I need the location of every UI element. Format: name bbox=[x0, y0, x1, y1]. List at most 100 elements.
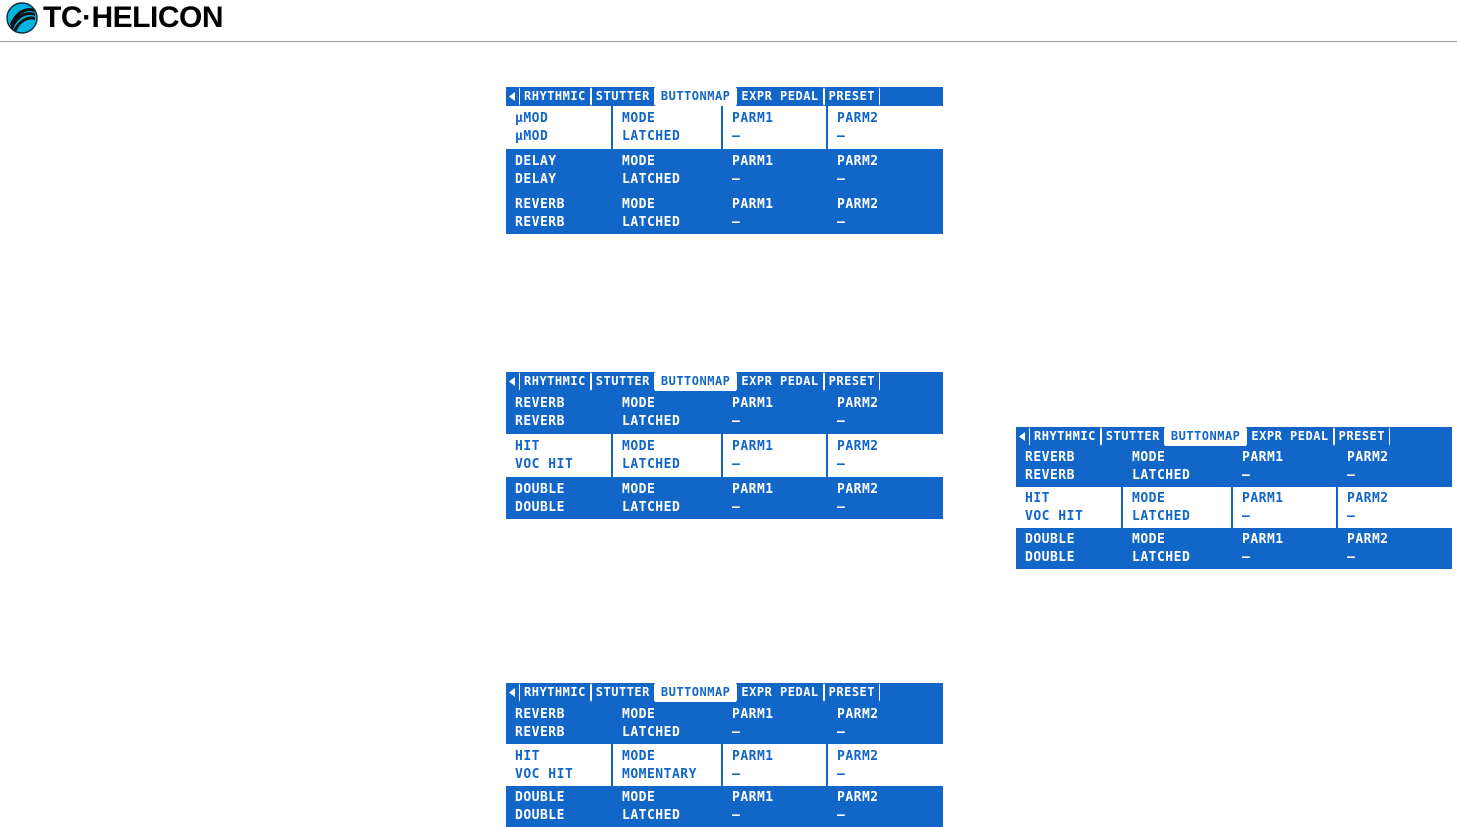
tab-preset[interactable]: PRESET bbox=[823, 87, 881, 106]
left-arrow-icon[interactable] bbox=[506, 372, 519, 391]
cell-parm1[interactable]: PARM1 – bbox=[721, 106, 826, 149]
buttonmap-row[interactable]: DELAY DELAY MODE LATCHED PARM1 – PARM2 – bbox=[506, 149, 943, 192]
cell-value: – bbox=[837, 724, 846, 740]
cell-button[interactable]: HIT VOC HIT bbox=[1016, 487, 1121, 528]
tab-buttonmap[interactable]: BUTTONMAP bbox=[654, 87, 737, 106]
cell-button[interactable]: REVERB REVERB bbox=[506, 391, 611, 434]
buttonmap-row[interactable]: HIT VOC HIT MODE LATCHED PARM1 – PARM2 – bbox=[506, 434, 943, 477]
cell-parm2[interactable]: PARM2 – bbox=[1336, 446, 1452, 487]
cell-button[interactable]: DOUBLE DOUBLE bbox=[506, 477, 611, 519]
cell-parm1[interactable]: PARM1 – bbox=[1231, 446, 1336, 487]
cell-button[interactable]: µMOD µMOD bbox=[506, 106, 611, 149]
cell-parm2[interactable]: PARM2 – bbox=[826, 106, 943, 149]
cell-parm2[interactable]: PARM2 – bbox=[826, 391, 943, 434]
left-arrow-icon[interactable] bbox=[506, 87, 519, 106]
cell-button[interactable]: DOUBLE DOUBLE bbox=[1016, 528, 1121, 569]
tab-expr-pedal[interactable]: EXPR PEDAL bbox=[736, 87, 824, 106]
buttonmap-row[interactable]: REVERB REVERB MODE LATCHED PARM1 – PARM2 – bbox=[1016, 446, 1452, 487]
cell-mode[interactable]: MODE LATCHED bbox=[1121, 528, 1231, 569]
cell-mode[interactable]: MODE LATCHED bbox=[611, 106, 721, 149]
buttonmap-row[interactable]: REVERB REVERB MODE LATCHED PARM1 – PARM2 – bbox=[506, 391, 943, 434]
cell-mode[interactable]: MODE LATCHED bbox=[611, 149, 721, 192]
tab-stutter[interactable]: STUTTER bbox=[590, 683, 655, 702]
cell-parm2[interactable]: PARM2 – bbox=[1336, 487, 1452, 528]
tab-preset[interactable]: PRESET bbox=[823, 683, 881, 702]
cell-label: PARM1 bbox=[732, 196, 774, 212]
buttonmap-row[interactable]: HIT VOC HIT MODE LATCHED PARM1 – PARM2 – bbox=[1016, 487, 1452, 528]
cell-mode[interactable]: MODE LATCHED bbox=[1121, 487, 1231, 528]
scrollbar-thumb[interactable] bbox=[1447, 452, 1452, 481]
scrollbar-thumb[interactable] bbox=[1447, 534, 1452, 563]
cell-mode[interactable]: MODE LATCHED bbox=[611, 192, 721, 234]
cell-parm2[interactable]: PARM2 – bbox=[826, 786, 943, 827]
cell-mode[interactable]: MODE LATCHED bbox=[611, 702, 721, 744]
tab-label: PRESET bbox=[828, 374, 876, 388]
cell-label: PARM1 bbox=[732, 790, 774, 805]
tab-preset[interactable]: PRESET bbox=[823, 372, 881, 391]
cell-parm2[interactable]: PARM2 – bbox=[826, 434, 943, 477]
tab-expr-pedal[interactable]: EXPR PEDAL bbox=[736, 372, 824, 391]
cell-parm1[interactable]: PARM1 – bbox=[1231, 528, 1336, 569]
cell-parm1[interactable]: PARM1 – bbox=[721, 434, 826, 477]
cell-mode[interactable]: MODE LATCHED bbox=[611, 477, 721, 519]
cell-mode[interactable]: MODE LATCHED bbox=[611, 391, 721, 434]
tab-stutter[interactable]: STUTTER bbox=[1100, 427, 1165, 446]
cell-parm2[interactable]: PARM2 – bbox=[826, 702, 943, 744]
cell-button[interactable]: REVERB REVERB bbox=[506, 192, 611, 234]
scrollbar-thumb[interactable] bbox=[938, 198, 943, 228]
cell-button[interactable]: REVERB REVERB bbox=[506, 702, 611, 744]
cell-parm1[interactable]: PARM1 – bbox=[721, 786, 826, 827]
cell-parm2[interactable]: PARM2 – bbox=[826, 477, 943, 519]
cell-mode[interactable]: MODE LATCHED bbox=[611, 786, 721, 827]
cell-parm2[interactable]: PARM2 – bbox=[826, 744, 943, 786]
cell-parm1[interactable]: PARM1 – bbox=[721, 149, 826, 192]
tab-preset[interactable]: PRESET bbox=[1333, 427, 1391, 446]
scrollbar-thumb[interactable] bbox=[938, 483, 943, 513]
left-arrow-icon[interactable] bbox=[1016, 427, 1029, 446]
cell-label: PARM2 bbox=[837, 396, 879, 411]
scrollbar-thumb[interactable] bbox=[938, 155, 943, 186]
buttonmap-row[interactable]: REVERB REVERB MODE LATCHED PARM1 – PARM2 – bbox=[506, 702, 943, 744]
buttonmap-row[interactable]: µMOD µMOD MODE LATCHED PARM1 – PARM2 – bbox=[506, 106, 943, 149]
cell-label: PARM1 bbox=[1242, 450, 1284, 465]
cell-mode[interactable]: MODE LATCHED bbox=[611, 434, 721, 477]
left-arrow-icon[interactable] bbox=[506, 683, 519, 702]
tab-buttonmap[interactable]: BUTTONMAP bbox=[654, 683, 737, 702]
scrollbar-thumb[interactable] bbox=[938, 792, 943, 821]
cell-button[interactable]: DELAY DELAY bbox=[506, 149, 611, 192]
cell-parm2[interactable]: PARM2 – bbox=[826, 149, 943, 192]
tab-stutter[interactable]: STUTTER bbox=[590, 87, 655, 106]
buttonmap-row[interactable]: DOUBLE DOUBLE MODE LATCHED PARM1 – PARM2 – bbox=[506, 477, 943, 519]
tab-rhythmic[interactable]: RHYTHMIC bbox=[519, 372, 591, 391]
cell-parm1[interactable]: PARM1 – bbox=[721, 477, 826, 519]
cell-button[interactable]: DOUBLE DOUBLE bbox=[506, 786, 611, 827]
cell-parm2[interactable]: PARM2 – bbox=[1336, 528, 1452, 569]
cell-button[interactable]: HIT VOC HIT bbox=[506, 744, 611, 786]
buttonmap-row[interactable]: DOUBLE DOUBLE MODE LATCHED PARM1 – PARM2 – bbox=[506, 786, 943, 827]
buttonmap-row[interactable]: HIT VOC HIT MODE MOMENTARY PARM1 – PARM2 – bbox=[506, 744, 943, 786]
buttonmap-row[interactable]: DOUBLE DOUBLE MODE LATCHED PARM1 – PARM2 – bbox=[1016, 528, 1452, 569]
cell-mode[interactable]: MODE MOMENTARY bbox=[611, 744, 721, 786]
cell-mode[interactable]: MODE LATCHED bbox=[1121, 446, 1231, 487]
tab-rhythmic[interactable]: RHYTHMIC bbox=[519, 683, 591, 702]
cell-button[interactable]: REVERB REVERB bbox=[1016, 446, 1121, 487]
cell-parm1[interactable]: PARM1 – bbox=[721, 702, 826, 744]
cell-parm1[interactable]: PARM1 – bbox=[1231, 487, 1336, 528]
cell-parm1[interactable]: PARM1 – bbox=[721, 391, 826, 434]
tab-buttonmap[interactable]: BUTTONMAP bbox=[1164, 427, 1247, 446]
cell-label: MODE bbox=[622, 706, 656, 722]
buttonmap-row[interactable]: REVERB REVERB MODE LATCHED PARM1 – PARM2 – bbox=[506, 192, 943, 234]
cell-parm1[interactable]: PARM1 – bbox=[721, 744, 826, 786]
tab-stutter[interactable]: STUTTER bbox=[590, 372, 655, 391]
tab-buttonmap[interactable]: BUTTONMAP bbox=[654, 372, 737, 391]
tab-expr-pedal[interactable]: EXPR PEDAL bbox=[1246, 427, 1334, 446]
scrollbar-thumb[interactable] bbox=[938, 708, 943, 738]
tab-expr-pedal[interactable]: EXPR PEDAL bbox=[736, 683, 824, 702]
cell-button[interactable]: HIT VOC HIT bbox=[506, 434, 611, 477]
tab-label: RHYTHMIC bbox=[1034, 429, 1096, 443]
cell-parm2[interactable]: PARM2 – bbox=[826, 192, 943, 234]
scrollbar-thumb[interactable] bbox=[938, 397, 943, 428]
cell-parm1[interactable]: PARM1 – bbox=[721, 192, 826, 234]
tab-rhythmic[interactable]: RHYTHMIC bbox=[1029, 427, 1101, 446]
tab-rhythmic[interactable]: RHYTHMIC bbox=[519, 87, 591, 106]
